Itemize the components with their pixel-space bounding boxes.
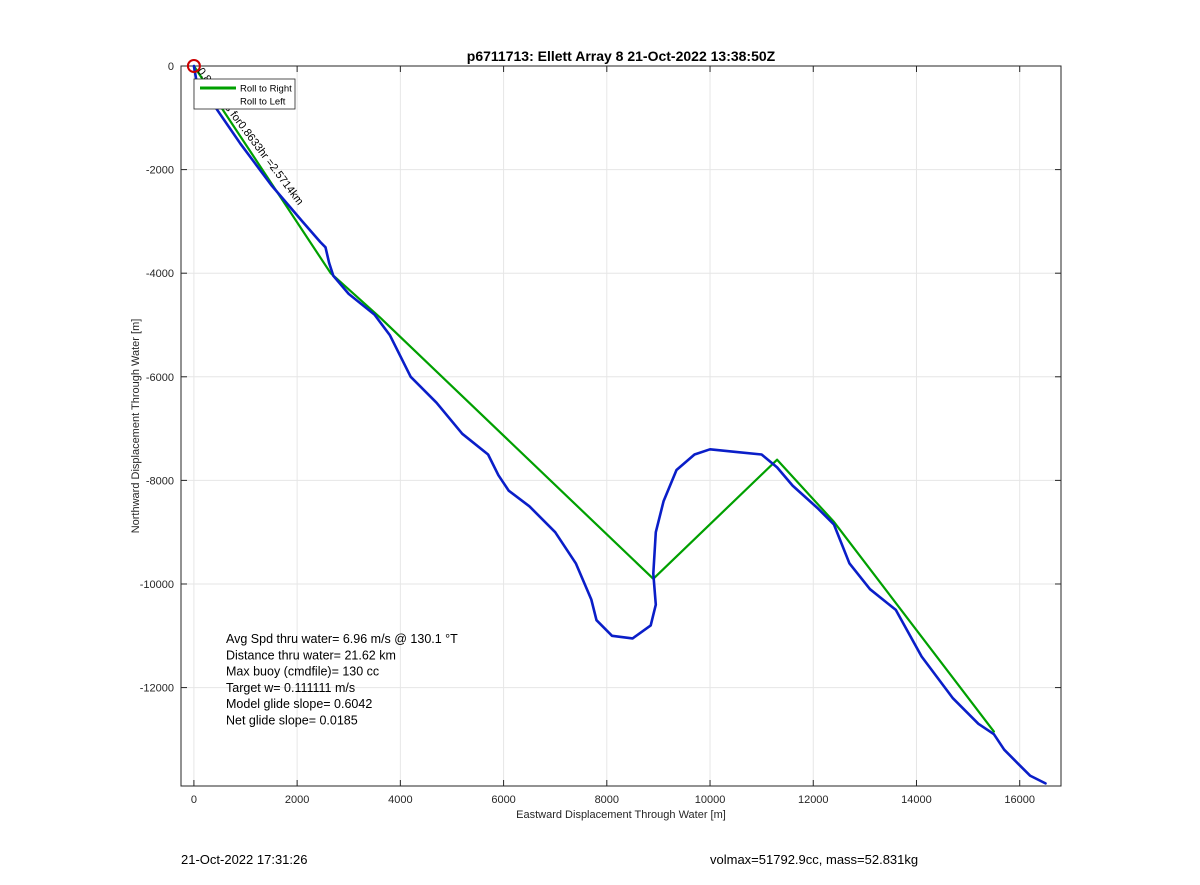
y-tick-label: -8000 bbox=[146, 475, 174, 487]
footer-timestamp: 21-Oct-2022 17:31:26 bbox=[181, 852, 308, 867]
y-tick-label: -6000 bbox=[146, 372, 174, 384]
y-axis-label: Northward Displacement Through Water [m] bbox=[130, 319, 142, 534]
legend: Roll to Right Roll to Left bbox=[193, 78, 296, 110]
legend-label: Roll to Right bbox=[240, 84, 292, 95]
legend-box bbox=[193, 78, 296, 110]
y-tick-label: -12000 bbox=[140, 683, 174, 695]
x-axis-label: Eastward Displacement Through Water [m] bbox=[516, 809, 726, 821]
stats-line: Max buoy (cmdfile)= 130 cc bbox=[226, 665, 379, 679]
y-tick-label: -4000 bbox=[146, 268, 174, 280]
stats-line: Avg Spd thru water= 6.96 m/s @ 130.1 °T bbox=[226, 632, 458, 646]
x-tick-label: 16000 bbox=[1004, 794, 1035, 806]
legend-label: Roll to Left bbox=[240, 97, 286, 108]
stats-line: Model glide slope= 0.6042 bbox=[226, 697, 372, 711]
axis-ticks: 0 2000 4000 6000 8000 10000 12000 14000 16000 0 -2… bbox=[140, 61, 1061, 806]
stats-line: Target w= 0.111111 m/s bbox=[226, 681, 355, 695]
y-tick-label: 0 bbox=[168, 61, 174, 73]
y-tick-label: -10000 bbox=[140, 579, 174, 591]
x-tick-label: 12000 bbox=[798, 794, 829, 806]
series-roll-left-track bbox=[192, 64, 1047, 785]
x-tick-label: 8000 bbox=[595, 794, 619, 806]
x-tick-label: 0 bbox=[191, 794, 197, 806]
chart-title: p6711713: Ellett Array 8 21-Oct-2022 13:… bbox=[467, 48, 776, 64]
y-tick-label: -2000 bbox=[146, 165, 174, 177]
footer-volmax-mass: volmax=51792.9cc, mass=52.831kg bbox=[710, 852, 919, 867]
x-tick-label: 2000 bbox=[285, 794, 309, 806]
x-tick-label: 10000 bbox=[695, 794, 726, 806]
x-tick-label: 6000 bbox=[491, 794, 515, 806]
stats-annotation: Avg Spd thru water= 6.96 m/s @ 130.1 °T D… bbox=[226, 632, 458, 728]
marker-layer bbox=[186, 59, 201, 73]
axes-frame bbox=[180, 65, 1062, 787]
x-tick-label: 14000 bbox=[901, 794, 932, 806]
x-tick-label: 4000 bbox=[388, 794, 412, 806]
stats-line: Distance thru water= 21.62 km bbox=[226, 648, 396, 662]
start-marker bbox=[186, 59, 201, 73]
stats-line: Net glide slope= 0.0185 bbox=[226, 714, 358, 728]
series-layer bbox=[192, 64, 1047, 785]
